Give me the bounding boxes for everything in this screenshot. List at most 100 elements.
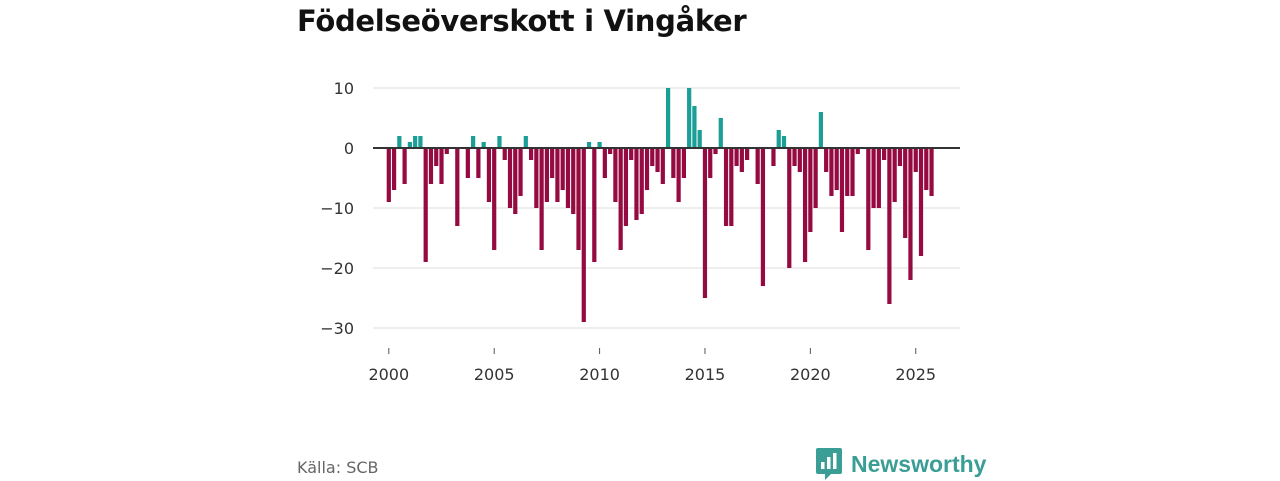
x-tick-label: 2010 <box>579 365 620 384</box>
bar <box>455 148 460 226</box>
bar <box>850 148 855 196</box>
y-axis-ticks: 10 0 −10 −20 −30 <box>320 79 354 338</box>
bar <box>876 148 881 208</box>
bar <box>845 148 850 196</box>
bar <box>839 148 845 232</box>
source-note: Källa: SCB <box>297 458 379 477</box>
bar <box>924 148 929 190</box>
bar <box>913 148 918 172</box>
bar <box>497 136 502 148</box>
x-tick-label: 2015 <box>685 365 726 384</box>
bar <box>639 148 644 214</box>
bar <box>565 148 571 208</box>
bar <box>413 136 418 148</box>
bar <box>866 148 871 250</box>
bar <box>507 148 513 208</box>
bar <box>613 148 618 202</box>
bar <box>418 136 423 148</box>
bar <box>755 148 760 184</box>
newsworthy-logo-icon <box>816 448 842 480</box>
bar <box>644 148 650 190</box>
bar <box>665 88 671 148</box>
y-tick-label: −20 <box>320 259 354 278</box>
bar <box>602 148 607 178</box>
bar <box>439 148 444 184</box>
bar <box>718 118 723 148</box>
bar <box>929 148 934 196</box>
bar <box>760 148 766 286</box>
bar <box>513 148 518 214</box>
bar <box>618 148 623 250</box>
bar <box>650 148 655 166</box>
bar <box>734 148 739 166</box>
bar <box>882 148 887 160</box>
bar <box>434 148 439 166</box>
bar <box>571 148 576 214</box>
gridlines <box>373 87 960 329</box>
bar <box>787 148 792 268</box>
bar <box>623 148 629 226</box>
bar <box>534 148 539 208</box>
bar <box>708 148 713 178</box>
bar <box>802 148 808 262</box>
bar <box>523 136 528 148</box>
bar <box>697 130 702 148</box>
x-tick-label: 2020 <box>790 365 831 384</box>
bar <box>781 136 787 148</box>
bar <box>492 148 497 250</box>
chart-title: Födelseöverskott i Vingåker <box>297 4 747 38</box>
bar <box>918 148 924 256</box>
x-axis-ticks: 2000 2005 2010 2015 2020 2025 <box>368 348 936 384</box>
bar <box>887 148 892 304</box>
brand: Newsworthy <box>815 447 986 481</box>
bar <box>586 142 592 148</box>
bar <box>550 148 555 178</box>
x-tick-label: 2025 <box>895 365 936 384</box>
bar <box>897 148 903 166</box>
y-tick-label: 0 <box>344 139 354 158</box>
y-tick-label: −10 <box>320 199 354 218</box>
y-tick-label: 10 <box>334 79 354 98</box>
bar <box>597 142 602 148</box>
bar <box>776 130 781 148</box>
bar <box>502 148 507 160</box>
bar <box>423 148 428 262</box>
bar <box>824 148 829 172</box>
bar <box>903 148 908 238</box>
bar <box>518 148 523 196</box>
bar <box>829 148 834 196</box>
bar <box>723 148 729 226</box>
bar <box>592 148 597 262</box>
bar <box>702 148 708 298</box>
bar <box>486 148 492 202</box>
bar <box>386 148 391 202</box>
bars <box>386 88 934 322</box>
bar <box>739 148 744 172</box>
bar <box>428 148 434 184</box>
bar <box>544 148 549 202</box>
bar <box>818 112 823 148</box>
bar <box>892 148 897 202</box>
bar <box>813 148 818 208</box>
bar <box>797 148 802 172</box>
bar <box>808 148 813 232</box>
bar <box>476 148 481 178</box>
bar <box>676 148 681 202</box>
bar <box>407 142 412 148</box>
bar <box>539 148 544 250</box>
bar <box>465 148 470 178</box>
bar <box>397 136 402 148</box>
bar <box>871 148 876 208</box>
bar <box>855 148 860 154</box>
bar <box>555 148 560 202</box>
bar <box>660 148 665 184</box>
bar <box>745 148 750 160</box>
bar <box>576 148 581 250</box>
bar <box>560 148 565 190</box>
bar <box>481 142 486 148</box>
brand-name: Newsworthy <box>851 450 987 477</box>
x-tick-label: 2005 <box>474 365 515 384</box>
bar <box>629 148 634 160</box>
bar <box>581 148 586 322</box>
bar <box>681 148 686 178</box>
